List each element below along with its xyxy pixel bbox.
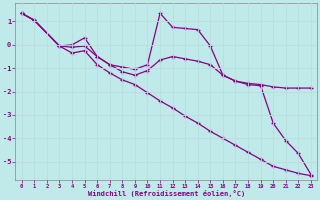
- X-axis label: Windchill (Refroidissement éolien,°C): Windchill (Refroidissement éolien,°C): [88, 190, 245, 197]
